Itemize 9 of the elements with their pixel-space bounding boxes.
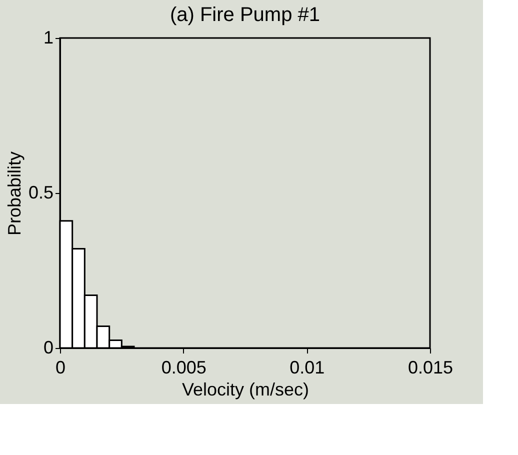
y-axis-title: Probability bbox=[4, 151, 24, 236]
chart-title: (a) Fire Pump #1 bbox=[170, 4, 320, 26]
y-tick-label: 0.5 bbox=[28, 182, 54, 202]
x-tick-label: 0.01 bbox=[290, 358, 325, 378]
y-tick-label: 0 bbox=[43, 338, 54, 358]
x-tick-label: 0.005 bbox=[161, 358, 206, 378]
y-tick-label: 1 bbox=[43, 28, 54, 48]
x-axis-title: Velocity (m/sec) bbox=[182, 380, 310, 400]
x-tick-label: 0.015 bbox=[408, 358, 454, 378]
